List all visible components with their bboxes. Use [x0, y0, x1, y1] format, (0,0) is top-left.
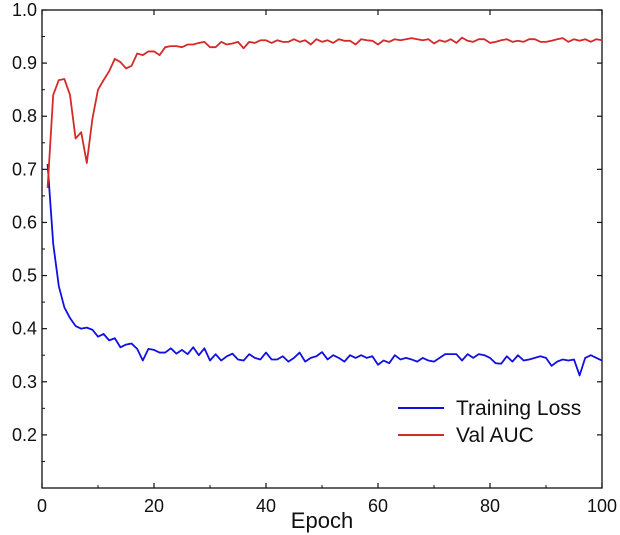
legend-label: Training Loss — [456, 397, 581, 420]
x-axis-title: Epoch — [291, 508, 353, 533]
x-tick-label: 40 — [256, 496, 276, 516]
series-line-training-loss — [46, 163, 603, 377]
series-layer — [46, 36, 603, 377]
x-tick-label: 0 — [37, 496, 47, 516]
x-tick-label: 100 — [587, 496, 617, 516]
legend-label: Val AUC — [456, 424, 534, 447]
y-tick-label: 0.5 — [12, 266, 37, 286]
x-tick-label: 80 — [480, 496, 500, 516]
y-tick-label: 0.6 — [12, 212, 37, 232]
y-tick-label: 0.4 — [12, 319, 37, 339]
x-axis: 0 20 40 60 80 100 — [37, 10, 617, 516]
x-tick-label: 60 — [368, 496, 388, 516]
x-tick-label: 20 — [144, 496, 164, 516]
y-tick-label: 0.8 — [12, 106, 37, 126]
y-tick-label: 0.7 — [12, 159, 37, 179]
y-tick-label: 0.9 — [12, 53, 37, 73]
y-tick-label: 0.3 — [12, 372, 37, 392]
y-tick-label: 1.0 — [12, 0, 37, 20]
y-axis: 0.2 0.3 0.4 0.5 0.6 0.7 0.8 0.9 1.0 — [12, 0, 602, 462]
series-line-val-auc — [46, 36, 603, 188]
legend: Training Loss Val AUC — [398, 397, 581, 447]
y-tick-label: 0.2 — [12, 425, 37, 445]
